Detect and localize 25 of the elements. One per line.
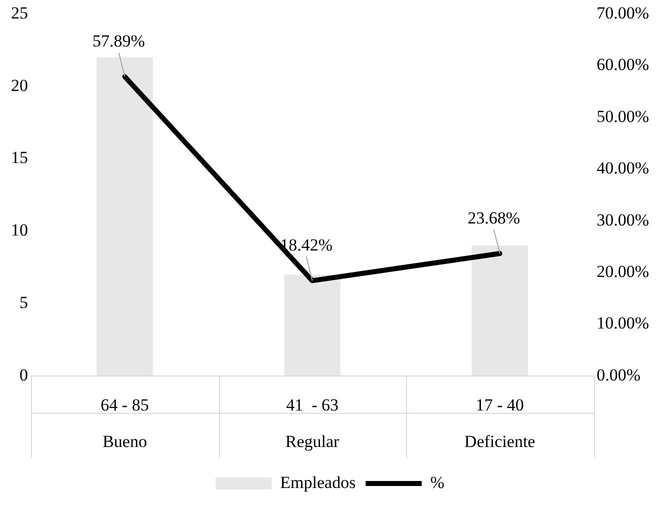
legend-label: % xyxy=(430,472,444,492)
y2-tick-label: 60.00% xyxy=(596,55,650,74)
y2-tick-label: 40.00% xyxy=(596,158,650,178)
y2-tick-label: 30.00% xyxy=(596,210,650,230)
x-tick-label: 64 - 85 Bueno xyxy=(100,396,149,452)
y-tick-label: 20 xyxy=(11,76,28,95)
bar xyxy=(284,274,340,376)
y2-tick-label: 70.00% xyxy=(596,3,650,22)
y-tick-label: 25 xyxy=(11,3,28,22)
bar xyxy=(96,57,153,376)
y-tick-label: 5 xyxy=(20,292,28,312)
x-tick-label: 41 - 63 Regular xyxy=(285,396,340,452)
y-tick-label: 0 xyxy=(20,365,28,384)
y2-tick-label: 50.00% xyxy=(596,106,650,126)
x-tick-label: 17 - 40 Deficiente xyxy=(464,396,536,452)
data-label: 23.68% xyxy=(468,208,520,228)
data-label: 18.42% xyxy=(280,236,333,255)
y2-tick-label: 0.00% xyxy=(596,365,641,384)
bar xyxy=(472,246,528,376)
y-tick-label: 10 xyxy=(11,220,28,240)
data-label: 57.89% xyxy=(92,32,145,51)
legend-label: Empleados xyxy=(280,472,356,492)
y2-tick-label: 20.00% xyxy=(596,262,650,281)
y2-tick-label: 10.00% xyxy=(596,314,650,333)
y-tick-label: 15 xyxy=(11,148,28,168)
